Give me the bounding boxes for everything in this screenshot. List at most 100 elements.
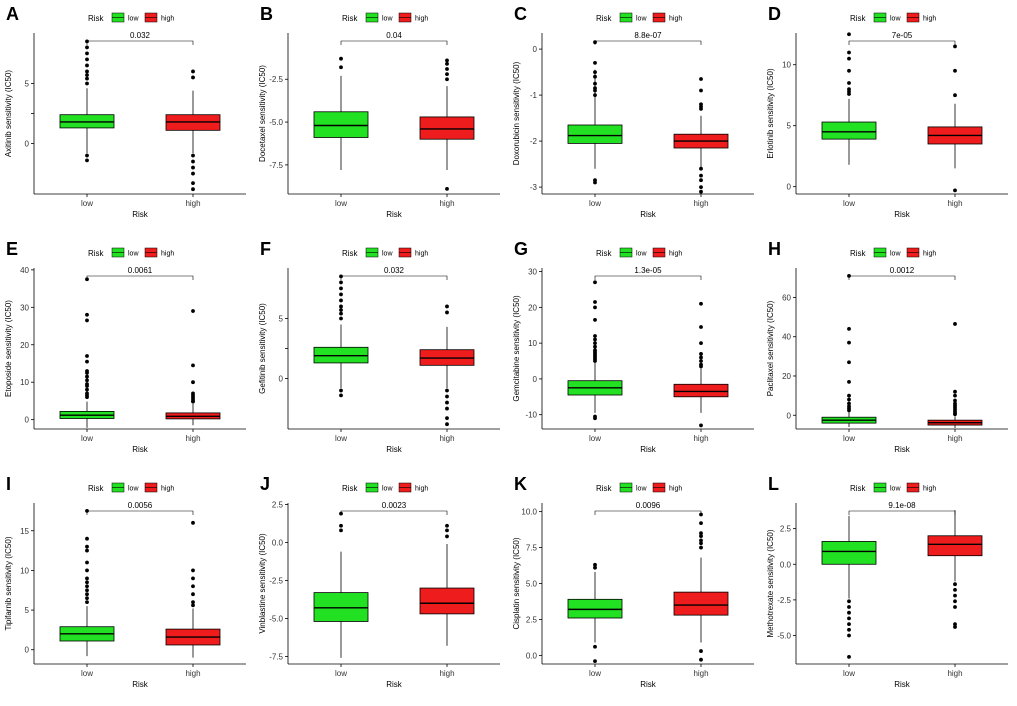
outlier-point (593, 88, 597, 93)
outlier-point (85, 378, 89, 383)
pvalue-bracket (848, 275, 956, 280)
x-tick-label-low: low (81, 669, 93, 678)
outlier-point (847, 32, 851, 37)
outlier-point (847, 326, 851, 331)
x-axis-label: Risk (386, 445, 403, 454)
outlier-point (699, 423, 703, 428)
box-low (313, 511, 369, 658)
legend-label-low: low (890, 486, 901, 493)
box-iqr (419, 587, 475, 615)
pvalue-label: 9.1e-08 (888, 501, 916, 510)
x-tick-label-low: low (335, 199, 347, 208)
legend-title: Risk (850, 249, 867, 258)
box-iqr (821, 121, 877, 140)
x-tick-label-low: low (335, 669, 347, 678)
outlier-point (953, 622, 957, 627)
outlier-point (85, 312, 89, 317)
outlier-point (339, 308, 343, 312)
outlier-point (593, 565, 597, 570)
outlier-point (445, 72, 449, 77)
y-axis-label: Axitinib sensitivity (IC50) (4, 70, 13, 157)
outlier-point (847, 393, 851, 398)
x-tick-label-high: high (185, 434, 200, 443)
pvalue-label: 0.032 (130, 31, 151, 40)
y-tick-label: 20 (528, 303, 537, 312)
outlier-point (445, 77, 449, 82)
outlier-point (699, 166, 703, 171)
legend-label-high: high (923, 251, 936, 258)
pvalue-label: 8.8e-07 (634, 31, 662, 40)
outlier-point (953, 599, 957, 604)
x-axis-label: Risk (132, 210, 149, 219)
box-iqr (927, 535, 983, 557)
outlier-point (445, 528, 449, 533)
y-tick-label: 15 (20, 527, 29, 536)
x-axis-label: Risk (894, 680, 911, 689)
legend-label-low: low (636, 251, 647, 258)
box-high (419, 523, 475, 646)
outlier-point (699, 649, 703, 653)
outlier-point (953, 44, 957, 49)
box-low (59, 509, 115, 657)
outlier-point (847, 627, 851, 632)
pvalue-label: 7e-05 (892, 31, 913, 40)
x-axis-label: Risk (640, 445, 657, 454)
legend-label-low: low (382, 251, 393, 258)
outlier-point (953, 582, 957, 587)
outlier-point (85, 596, 89, 601)
legend-title: Risk (88, 249, 105, 258)
y-tick-label: 60 (782, 293, 791, 302)
outlier-point (445, 304, 449, 309)
panel-letter: B (260, 4, 273, 24)
panel-letter: D (768, 4, 781, 24)
box-low (821, 515, 877, 659)
outlier-point (847, 379, 851, 384)
box-iqr (419, 116, 475, 140)
outlier-point (593, 317, 597, 322)
pvalue-label: 0.0023 (382, 501, 407, 510)
outlier-point (847, 616, 851, 621)
panel-d: D Risk low high 0 5 10 Erlotinib sensitivity (I… (766, 4, 1008, 219)
panel-letter: J (260, 474, 270, 494)
pvalue-bracket (594, 275, 702, 280)
x-tick-label-high: high (947, 199, 962, 208)
box-high (673, 512, 729, 662)
y-tick-label: -5.0 (269, 614, 283, 623)
outlier-point (339, 274, 343, 279)
outlier-point (85, 63, 89, 68)
outlier-point (847, 50, 851, 55)
outlier-point (85, 39, 89, 44)
outlier-point (593, 61, 597, 65)
legend-label-low: low (636, 16, 647, 23)
panel-f: F Risk low high 0 5 Gefitinib sensitivity (IC5… (258, 239, 500, 454)
y-tick-label: -7.5 (269, 161, 283, 170)
outlier-point (593, 300, 597, 304)
outlier-point (699, 545, 703, 550)
outlier-point (191, 363, 195, 368)
legend-label-high: high (669, 486, 682, 493)
y-tick-label: 5 (279, 314, 284, 323)
outlier-point (339, 286, 343, 291)
outlier-point (953, 412, 957, 417)
outlier-point (85, 374, 89, 379)
y-axis-label: Etoposide sensitivity (IC50) (4, 300, 13, 397)
outlier-point (593, 40, 597, 45)
outlier-point (445, 406, 449, 411)
outlier-point (191, 399, 195, 404)
y-tick-label: 40 (20, 266, 29, 275)
outlier-point (847, 610, 851, 615)
outlier-point (953, 398, 957, 403)
legend-title: Risk (596, 249, 613, 258)
x-axis-label: Risk (640, 210, 657, 219)
outlier-point (699, 351, 703, 356)
legend-label-low: low (890, 16, 901, 23)
y-tick-label: 0 (25, 416, 30, 425)
outlier-point (85, 580, 89, 585)
y-axis-label: Gefitinib sensitivity (IC50) (258, 303, 267, 394)
y-tick-label: 0 (25, 646, 30, 655)
box-high (927, 44, 983, 193)
y-tick-label: 0.0 (272, 538, 284, 547)
outlier-point (953, 68, 957, 73)
box-high (165, 520, 221, 658)
box-high (673, 301, 729, 428)
